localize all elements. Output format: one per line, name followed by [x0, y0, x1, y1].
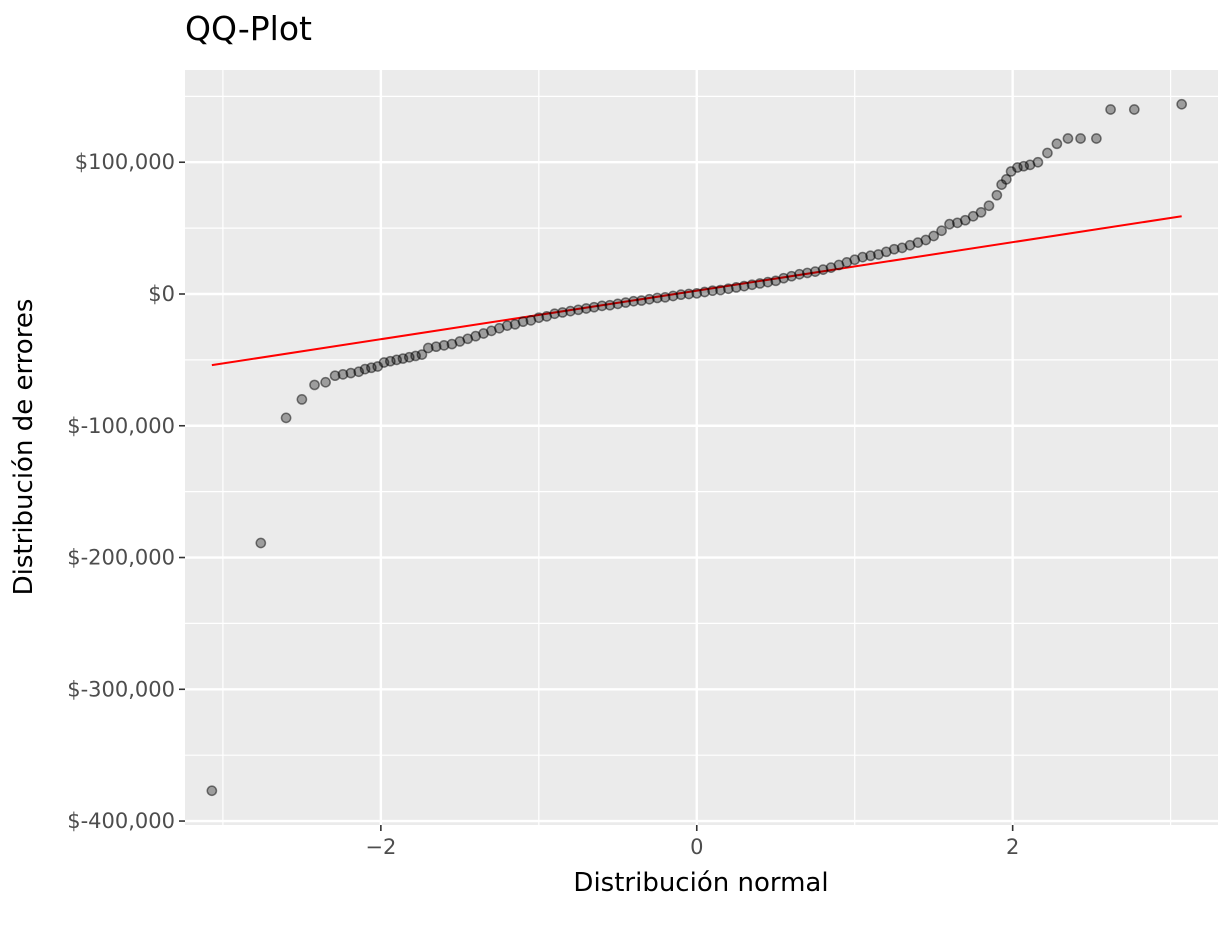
chart-title: QQ-Plot — [185, 9, 312, 48]
data-point — [628, 295, 639, 307]
y-tick-label: $100,000 — [75, 150, 175, 174]
data-point — [762, 276, 774, 288]
data-point — [612, 298, 624, 310]
data-point — [620, 297, 632, 308]
data-point — [691, 287, 703, 299]
data-point — [817, 264, 829, 275]
data-point — [501, 320, 513, 331]
y-axis-title: Distribución de errores — [9, 299, 39, 596]
y-tick-label: $-200,000 — [67, 546, 175, 570]
data-point — [549, 308, 560, 320]
plot-panel — [185, 70, 1218, 825]
reference-line — [211, 215, 1182, 367]
data-point — [928, 230, 940, 242]
data-point — [888, 243, 900, 255]
y-tick-label: $-400,000 — [67, 809, 175, 833]
data-point — [683, 288, 695, 300]
data-point — [865, 250, 876, 262]
data-point — [1075, 133, 1086, 144]
data-point — [794, 268, 805, 280]
data-point — [280, 412, 292, 424]
reference-line-layer — [211, 215, 1182, 367]
data-point — [329, 370, 341, 382]
data-point — [206, 785, 218, 797]
data-point — [1105, 104, 1116, 115]
data-point — [778, 272, 789, 284]
data-point — [430, 341, 442, 353]
data-point — [667, 290, 679, 302]
data-point — [659, 291, 671, 303]
data-point — [255, 537, 267, 549]
data-point — [651, 292, 663, 304]
data-point — [557, 307, 568, 318]
data-point — [857, 251, 868, 263]
data-point — [1176, 98, 1188, 110]
data-point — [345, 367, 357, 379]
data-point — [991, 189, 1003, 201]
data-point — [1128, 104, 1140, 115]
data-point — [983, 200, 995, 212]
data-point — [320, 376, 331, 388]
data-point — [572, 304, 584, 316]
data-point — [809, 266, 821, 277]
data-point — [699, 286, 711, 298]
data-point — [636, 295, 647, 306]
data-point — [786, 270, 797, 282]
data-point — [1032, 156, 1044, 168]
data-point — [1091, 133, 1102, 144]
data-point — [533, 312, 545, 324]
data-point — [438, 340, 450, 351]
data-point — [715, 284, 726, 296]
data-point — [517, 316, 529, 328]
data-point — [588, 301, 600, 313]
x-tick-label: −2 — [365, 835, 396, 859]
x-axis-title: Distribución normal — [573, 868, 828, 898]
data-point — [975, 206, 987, 218]
data-point — [1042, 147, 1053, 159]
data-point — [644, 293, 655, 305]
data-point — [936, 225, 947, 237]
data-point — [723, 283, 734, 295]
y-tick-label: $-100,000 — [67, 414, 175, 438]
data-points — [206, 98, 1188, 797]
data-point — [675, 289, 687, 301]
data-point — [707, 285, 718, 297]
data-point — [1062, 133, 1074, 144]
data-point — [754, 278, 766, 289]
data-point — [604, 299, 616, 311]
data-point — [746, 279, 758, 291]
data-point — [580, 303, 592, 314]
data-point — [596, 300, 608, 312]
data-point — [296, 394, 308, 405]
data-point — [337, 369, 349, 380]
x-tick-label: 2 — [1006, 835, 1019, 859]
y-tick-label: $0 — [148, 282, 175, 306]
data-point — [1000, 174, 1012, 185]
data-point — [944, 218, 955, 230]
x-tick-label: 0 — [690, 835, 703, 859]
data-point — [1051, 138, 1063, 150]
data-point — [738, 280, 750, 292]
axes: −2 0 2 $100,000 $0 $-100,000 $-200,000 $-300,00… — [67, 150, 1019, 859]
data-point — [309, 379, 320, 391]
y-tick-label: $-300,000 — [67, 677, 175, 701]
data-point — [565, 305, 576, 317]
data-point — [416, 349, 428, 360]
data-point — [730, 282, 742, 293]
data-point — [801, 267, 813, 279]
data-point — [422, 342, 434, 354]
